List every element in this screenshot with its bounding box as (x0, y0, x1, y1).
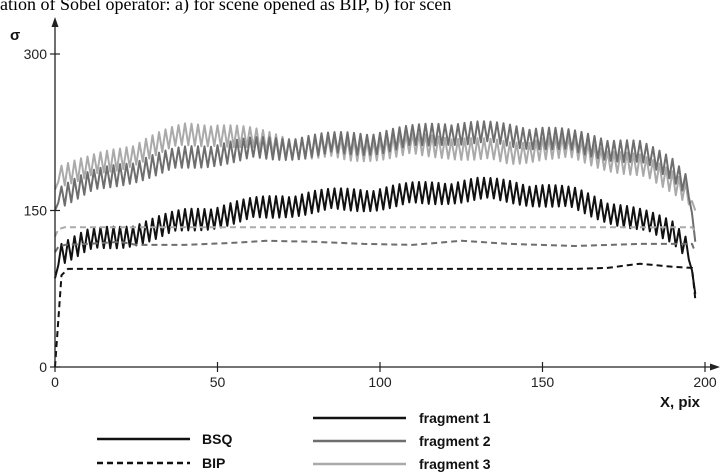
x-tick-label: 50 (210, 374, 226, 390)
x-tick-label: 100 (368, 374, 392, 390)
x-tick-label: 200 (693, 374, 717, 390)
axes-layer: σ X, pix (10, 17, 720, 411)
y-tick-label: 300 (24, 46, 48, 62)
series-line-fragment-1-bsq (54, 176, 697, 295)
legend-label-bip: BIP (202, 455, 225, 471)
ticks-layer: 0 50 100 150 200 0 150 300 (24, 46, 717, 390)
legend-label-bsq: BSQ (202, 431, 232, 447)
x-axis-title: X, pix (660, 394, 701, 411)
figure-caption: ation of Sobel operator: a) for scene op… (0, 0, 452, 14)
x-tick-label: 150 (531, 374, 555, 390)
legend-label-fragment-1: fragment 1 (419, 410, 491, 426)
series-line-fragment-2-bsq (54, 120, 697, 242)
y-axis-title: σ (10, 27, 20, 44)
x-axis-arrow (710, 363, 720, 371)
series-line-fragment-1-bip (54, 262, 697, 368)
legend-label-fragment-2: fragment 2 (419, 433, 491, 449)
y-tick-label: 150 (24, 203, 48, 219)
legend: BSQ BIP fragment 1 fragment 2 fragment 3 (97, 410, 491, 472)
y-tick-label: 0 (39, 359, 47, 375)
legend-label-fragment-3: fragment 3 (419, 456, 491, 472)
series-line-fragment-2-bip (54, 239, 697, 253)
series-layer (54, 120, 697, 368)
y-axis-arrow (51, 17, 59, 27)
x-tick-label: 0 (51, 374, 59, 390)
series-line-fragment-3-bsq (54, 122, 697, 211)
